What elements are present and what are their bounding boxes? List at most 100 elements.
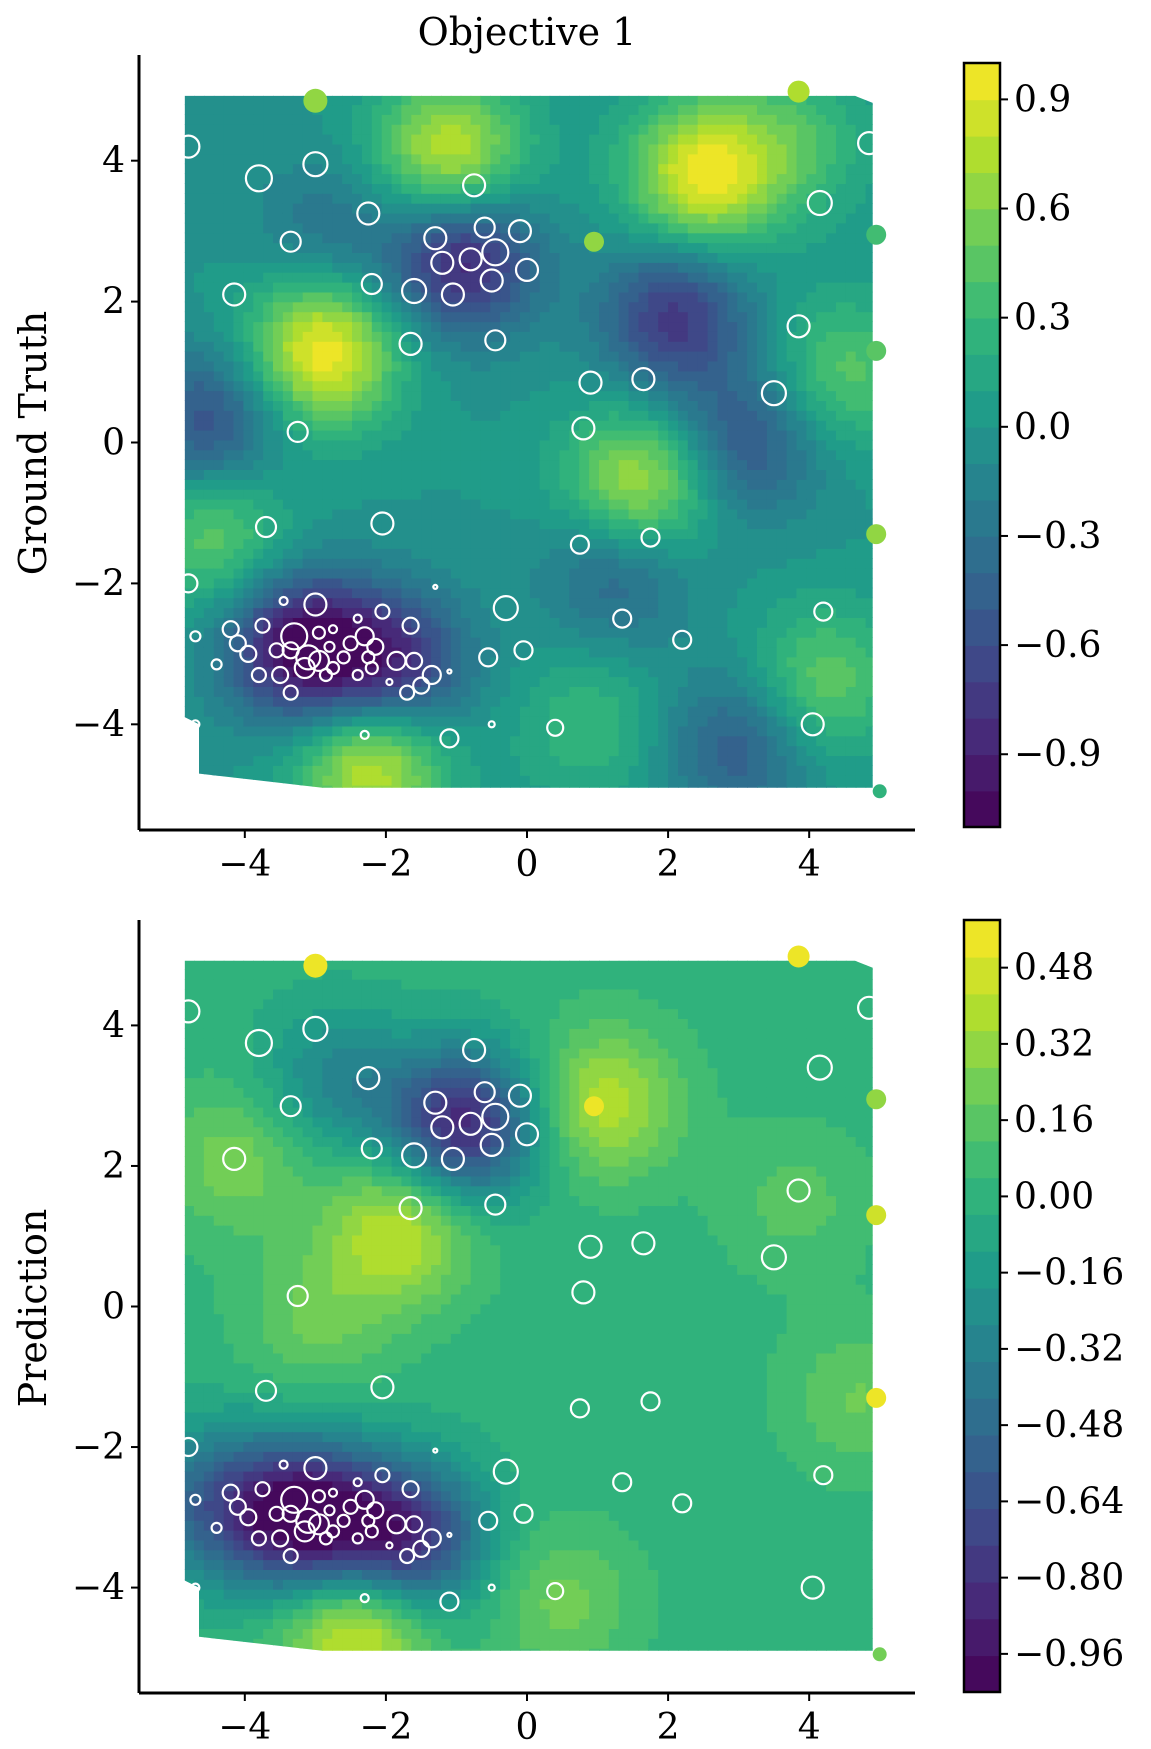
colorbar-tick-label: 0.16 (1014, 1100, 1094, 1141)
y-tick-label: 2 (102, 282, 125, 323)
sample-point (866, 340, 887, 361)
prediction-contour-field (184, 960, 873, 1651)
sample-point (286, 420, 309, 443)
sample-point (405, 1515, 424, 1534)
colorbar-tick-label: 0.9 (1014, 79, 1071, 120)
sample-point (293, 1520, 316, 1543)
sample-point (364, 1524, 379, 1539)
sample-point (398, 1195, 423, 1221)
sample-point (271, 1529, 290, 1548)
sample-point (244, 164, 273, 193)
sample-point (278, 595, 289, 607)
sample-point (462, 173, 487, 198)
sample-point (221, 1483, 240, 1502)
x-tick-label: −4 (218, 1707, 271, 1748)
sample-point (787, 945, 810, 968)
sample-point (250, 1530, 267, 1547)
sample-point (578, 370, 603, 395)
colorbar-tick-label: 0.00 (1014, 1176, 1094, 1217)
sample-point (458, 247, 483, 272)
sample-point (866, 524, 887, 545)
sample-point (440, 1146, 465, 1172)
sample-point (327, 1487, 339, 1498)
sample-point (672, 629, 693, 650)
colorbar-tick-label: −0.32 (1014, 1329, 1124, 1370)
sample-point (514, 257, 540, 282)
sample-point (303, 88, 328, 113)
sample-point (295, 644, 322, 671)
sample-point (423, 1090, 448, 1115)
sample-point (856, 131, 882, 156)
x-tick-label: −2 (359, 1707, 412, 1748)
sample-point (239, 1508, 258, 1527)
sample-point (405, 651, 424, 671)
sample-point (302, 1015, 329, 1043)
sample-point (487, 720, 496, 729)
sample-point (359, 729, 370, 741)
sample-point (866, 224, 887, 245)
sample-point (514, 1122, 540, 1147)
colorbar-tick-label: 0.48 (1014, 948, 1094, 989)
sample-point (239, 644, 258, 664)
sample-point (282, 684, 299, 701)
sample-point (631, 1231, 656, 1256)
sample-point (366, 1501, 385, 1520)
sample-point (760, 1244, 788, 1271)
y-tick-label: −2 (72, 1427, 125, 1468)
colorbar-tick-label: −0.96 (1014, 1634, 1124, 1675)
sample-point (446, 1531, 453, 1539)
sample-point (640, 1391, 661, 1412)
sample-point (364, 660, 379, 676)
colorbar-frame (962, 61, 1002, 829)
sample-point (507, 219, 533, 244)
sample-point (856, 995, 882, 1020)
ground-truth-axes: −4 −2 0 2 4 −4 −2 0 2 4 (72, 55, 915, 885)
sample-point (432, 1447, 439, 1454)
sample-point (423, 226, 448, 251)
sample-point (370, 511, 395, 536)
sample-point (412, 1539, 431, 1559)
x-tick-label: −2 (359, 844, 412, 885)
sample-point (569, 1398, 591, 1419)
ground-truth-colorbar: 0.9 0.6 0.3 0.0 −0.3 −0.6 −0.9 (962, 61, 1101, 829)
sample-point (507, 1083, 533, 1108)
sample-point (800, 1575, 825, 1600)
sample-point (374, 603, 391, 620)
y-tick-label: 0 (102, 423, 125, 464)
sample-point (478, 1510, 499, 1531)
sample-point (401, 616, 420, 635)
sample-point (282, 1547, 299, 1565)
sample-point (571, 416, 596, 441)
sample-point (446, 668, 453, 675)
prediction-sample-points (176, 945, 887, 1662)
sample-point (760, 380, 788, 407)
colorbar-tick-label: −0.9 (1014, 734, 1101, 775)
sample-point (190, 1582, 201, 1593)
sample-point (612, 1472, 633, 1493)
sample-point (458, 1111, 483, 1136)
sample-point (546, 1581, 565, 1601)
y-tick-label: 2 (102, 1146, 125, 1187)
sample-point (430, 1115, 455, 1140)
sample-point (318, 1531, 333, 1546)
sample-point (254, 1481, 271, 1498)
sample-point (307, 649, 330, 673)
y-tick-label: 4 (102, 141, 125, 182)
sample-point (352, 613, 363, 624)
colorbar-frame (962, 918, 1002, 1694)
x-tick-label: −4 (218, 844, 271, 885)
sample-point (399, 1547, 416, 1565)
sample-point (787, 80, 810, 103)
x-tick-label: 4 (798, 1707, 821, 1748)
prediction-colorbar: 0.48 0.32 0.16 0.00 −0.16 −0.32 −0.48 −0.64 −0.8… (962, 918, 1124, 1694)
sample-point (473, 216, 496, 239)
colorbar-tick-label: −0.16 (1014, 1253, 1124, 1294)
sample-point (342, 1498, 359, 1515)
y-tick-label: −2 (72, 563, 125, 604)
y-tick-label: −4 (72, 704, 125, 745)
prediction-axes: −4 −2 0 2 4 −4 −2 0 2 4 (72, 920, 915, 1748)
sample-point (398, 331, 423, 356)
sample-point (303, 592, 328, 617)
sample-point (303, 953, 328, 978)
